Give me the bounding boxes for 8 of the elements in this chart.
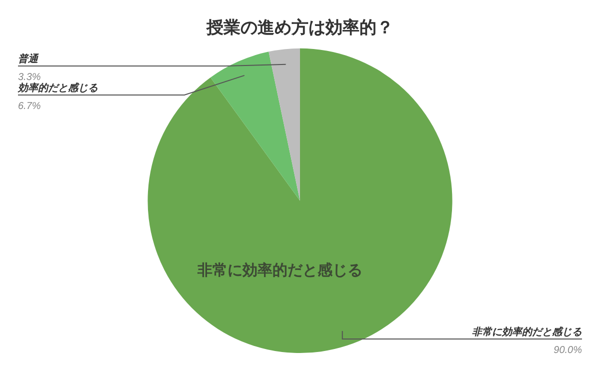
chart-title: 授業の進め方は効率的？ [206,18,394,37]
data-label: 3.3% [18,72,41,83]
slice-label: 効率的だと感じる [17,82,98,94]
slice-label: 非常に効率的だと感じる [472,326,582,338]
data-label: 90.0% [554,345,582,356]
slice-label: 普通 [18,53,39,65]
slice-label: 非常に効率的だと感じる [196,260,362,279]
data-label: 6.7% [18,101,41,112]
